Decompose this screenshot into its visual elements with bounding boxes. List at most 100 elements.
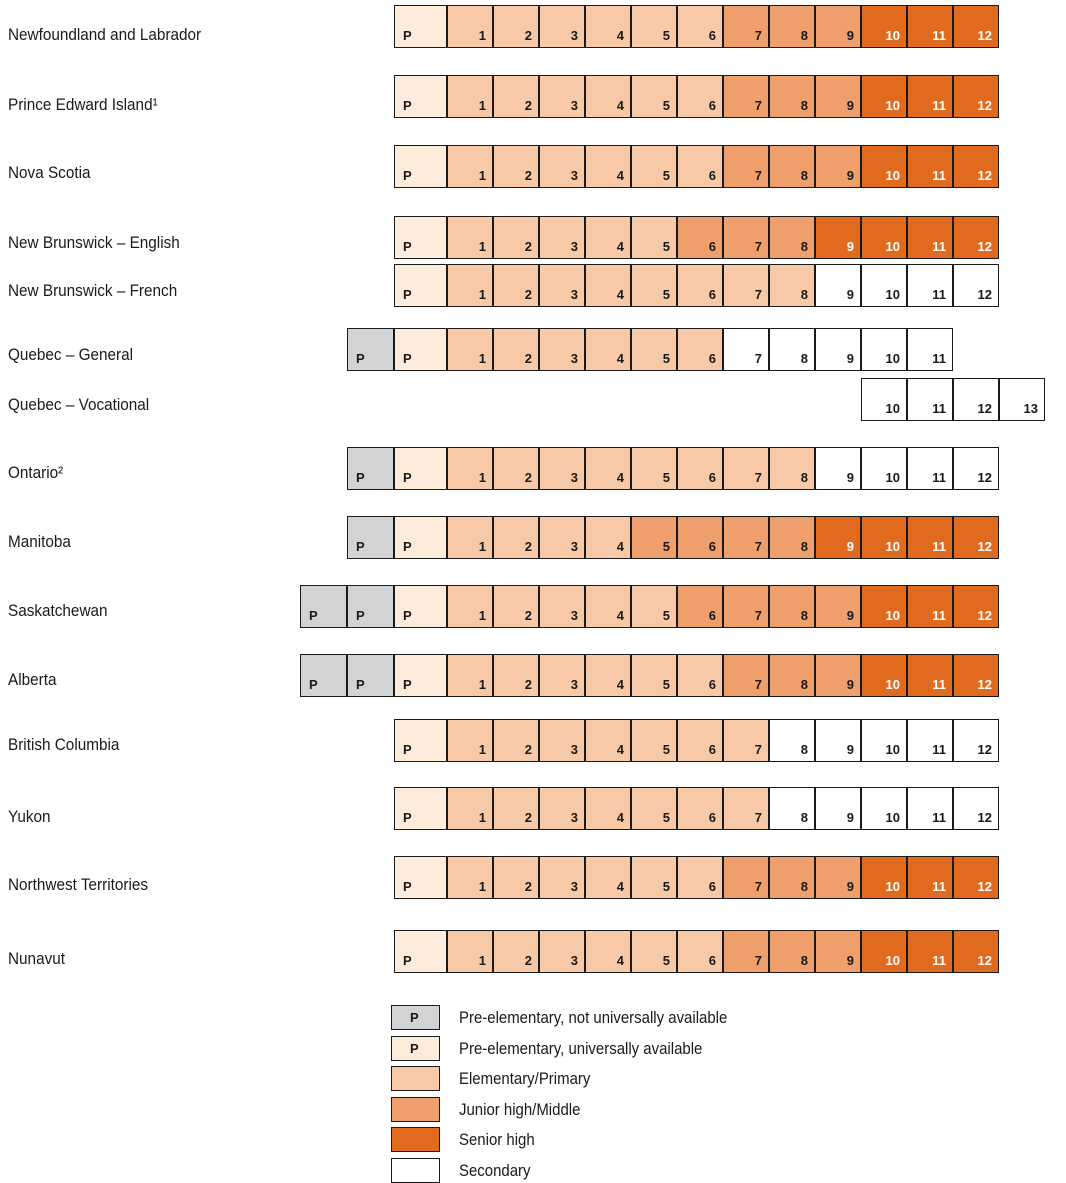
cell-quebec-general-grade-7: 7 [723,328,769,371]
cell-alberta-grade-5: 5 [631,654,677,697]
cell-british-columbia-pre: P [394,719,447,762]
cell-saskatchewan-grade-9: 9 [815,585,861,628]
cell-alberta-pre: P [394,654,447,697]
cell-quebec-general-grade-3: 3 [539,328,585,371]
cell-nunavut-grade-4: 4 [585,930,631,973]
cell-nunavut-grade-12: 12 [953,930,999,973]
row-label-nunavut: Nunavut [8,949,65,968]
cell-prince-edward-island-grade-1: 1 [447,75,493,118]
cell-newfoundland-and-labrador-grade-2: 2 [493,5,539,48]
cell-northwest-territories-grade-12: 12 [953,856,999,899]
cell-prince-edward-island-grade-2: 2 [493,75,539,118]
cell-yukon-grade-2: 2 [493,787,539,830]
legend-label-secondary: Secondary [459,1161,531,1180]
cell-yukon-grade-3: 3 [539,787,585,830]
cell-british-columbia-grade-5: 5 [631,719,677,762]
cell-newfoundland-and-labrador-grade-8: 8 [769,5,815,48]
cell-manitoba-grade-4: 4 [585,516,631,559]
cell-saskatchewan-grade-4: 4 [585,585,631,628]
cell-yukon-grade-7: 7 [723,787,769,830]
row-label-new-brunswick-french: New Brunswick – French [8,281,178,300]
row-label-northwest-territories: Northwest Territories [8,875,149,894]
cell-new-brunswick-french-grade-4: 4 [585,264,631,307]
legend-label-pua: Pre-elementary, universally available [459,1039,703,1058]
cell-quebec-general-grade-8: 8 [769,328,815,371]
cell-prince-edward-island-grade-5: 5 [631,75,677,118]
cell-new-brunswick-english-grade-2: 2 [493,216,539,259]
cell-saskatchewan-pre-na-1: P [347,585,394,628]
cell-quebec-vocational-grade-10: 10 [861,378,907,421]
cell-new-brunswick-french-grade-3: 3 [539,264,585,307]
cell-yukon-grade-11: 11 [907,787,953,830]
cell-northwest-territories-grade-1: 1 [447,856,493,899]
cell-quebec-vocational-grade-12: 12 [953,378,999,421]
cell-manitoba-pre-na-1: P [347,516,394,559]
cell-nunavut-grade-9: 9 [815,930,861,973]
cell-saskatchewan-grade-1: 1 [447,585,493,628]
legend-swatch-junior [391,1097,440,1122]
row-label-new-brunswick-english: New Brunswick – English [8,233,180,252]
cell-newfoundland-and-labrador-grade-7: 7 [723,5,769,48]
cell-ontario-grade-10: 10 [861,447,907,490]
legend-label-junior: Junior high/Middle [459,1100,581,1119]
cell-new-brunswick-english-grade-1: 1 [447,216,493,259]
cell-ontario-pre: P [394,447,447,490]
cell-nova-scotia-grade-12: 12 [953,145,999,188]
cell-saskatchewan-grade-6: 6 [677,585,723,628]
cell-alberta-grade-10: 10 [861,654,907,697]
legend-swatch-secondary [391,1158,440,1183]
cell-british-columbia-grade-6: 6 [677,719,723,762]
cell-quebec-general-grade-10: 10 [861,328,907,371]
cell-nova-scotia-grade-8: 8 [769,145,815,188]
cell-prince-edward-island-grade-9: 9 [815,75,861,118]
cell-quebec-general-grade-9: 9 [815,328,861,371]
cell-prince-edward-island-grade-12: 12 [953,75,999,118]
row-label-quebec-general: Quebec – General [8,345,134,364]
cell-prince-edward-island-grade-3: 3 [539,75,585,118]
cell-yukon-grade-5: 5 [631,787,677,830]
cell-newfoundland-and-labrador-grade-5: 5 [631,5,677,48]
cell-quebec-general-grade-4: 4 [585,328,631,371]
cell-alberta-grade-2: 2 [493,654,539,697]
cell-ontario-grade-1: 1 [447,447,493,490]
cell-quebec-general-grade-11: 11 [907,328,953,371]
cell-nunavut-grade-7: 7 [723,930,769,973]
cell-alberta-grade-11: 11 [907,654,953,697]
cell-saskatchewan-grade-12: 12 [953,585,999,628]
cell-alberta-grade-3: 3 [539,654,585,697]
cell-nova-scotia-grade-4: 4 [585,145,631,188]
cell-newfoundland-and-labrador-grade-9: 9 [815,5,861,48]
cell-saskatchewan-grade-10: 10 [861,585,907,628]
cell-quebec-general-grade-2: 2 [493,328,539,371]
cell-northwest-territories-grade-9: 9 [815,856,861,899]
cell-yukon-grade-6: 6 [677,787,723,830]
cell-alberta-pre-na-2: P [300,654,347,697]
cell-ontario-grade-7: 7 [723,447,769,490]
cell-british-columbia-grade-8: 8 [769,719,815,762]
row-label-alberta: Alberta [8,670,57,689]
cell-alberta-grade-8: 8 [769,654,815,697]
cell-northwest-territories-grade-6: 6 [677,856,723,899]
cell-ontario-grade-11: 11 [907,447,953,490]
cell-manitoba-grade-6: 6 [677,516,723,559]
cell-new-brunswick-english-grade-11: 11 [907,216,953,259]
cell-nova-scotia-grade-5: 5 [631,145,677,188]
cell-northwest-territories-grade-8: 8 [769,856,815,899]
cell-new-brunswick-french-grade-6: 6 [677,264,723,307]
cell-saskatchewan-pre: P [394,585,447,628]
legend-swatch-elem [391,1066,440,1091]
row-label-british-columbia: British Columbia [8,735,120,754]
cell-manitoba-grade-5: 5 [631,516,677,559]
cell-ontario-grade-2: 2 [493,447,539,490]
cell-new-brunswick-french-grade-5: 5 [631,264,677,307]
cell-alberta-grade-9: 9 [815,654,861,697]
cell-manitoba-pre: P [394,516,447,559]
cell-nova-scotia-grade-7: 7 [723,145,769,188]
cell-new-brunswick-french-grade-9: 9 [815,264,861,307]
cell-quebec-vocational-grade-13: 13 [999,378,1045,421]
cell-manitoba-grade-2: 2 [493,516,539,559]
cell-alberta-grade-6: 6 [677,654,723,697]
cell-yukon-pre: P [394,787,447,830]
row-label-manitoba: Manitoba [8,532,71,551]
